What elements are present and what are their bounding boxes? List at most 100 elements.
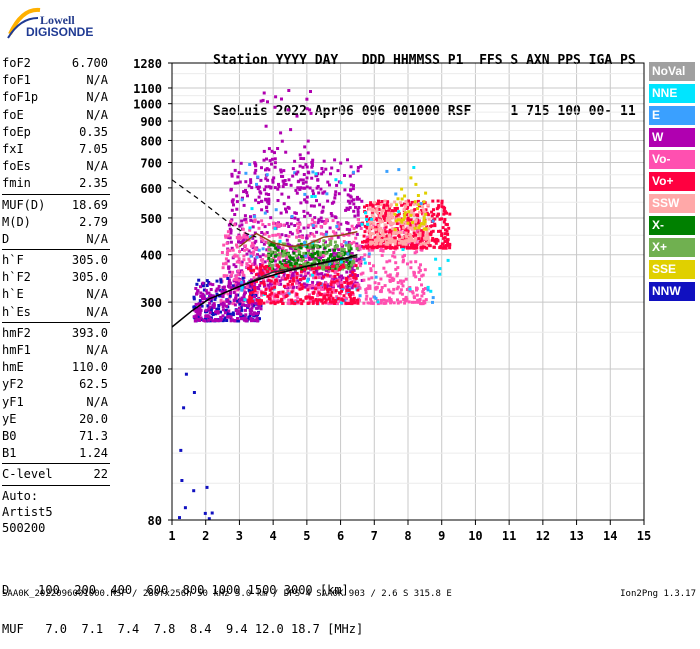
echo-point bbox=[371, 207, 375, 211]
echo-point bbox=[229, 286, 233, 289]
echo-point bbox=[269, 299, 273, 303]
echo-point bbox=[278, 239, 282, 243]
echo-point bbox=[330, 300, 334, 304]
echo-point bbox=[331, 297, 335, 301]
echo-point bbox=[264, 287, 268, 291]
echo-point bbox=[274, 278, 278, 282]
param-value: N/A bbox=[86, 287, 108, 302]
echo-point bbox=[264, 177, 268, 181]
echo-point bbox=[346, 252, 350, 256]
echo-point bbox=[251, 290, 255, 294]
echo-point bbox=[260, 208, 264, 212]
echo-point bbox=[300, 244, 304, 248]
echo-point bbox=[233, 283, 237, 287]
echo-point bbox=[307, 171, 311, 175]
echo-point bbox=[423, 268, 427, 272]
echo-point bbox=[234, 309, 238, 312]
echo-point bbox=[417, 226, 421, 230]
echo-point bbox=[302, 276, 306, 280]
echo-point bbox=[350, 302, 354, 306]
echo-point bbox=[420, 209, 423, 213]
echo-point bbox=[372, 246, 376, 250]
echo-point bbox=[407, 213, 411, 217]
echo-point bbox=[382, 298, 386, 302]
echo-point bbox=[227, 278, 231, 282]
echo-point bbox=[365, 226, 369, 230]
y-tick-label: 80 bbox=[148, 514, 162, 528]
autoscale-text: Artist5 bbox=[2, 504, 53, 519]
param-row: B0 71.3 bbox=[2, 428, 110, 445]
echo-point bbox=[298, 229, 302, 233]
echo-point bbox=[283, 179, 287, 182]
echo-point bbox=[375, 225, 379, 229]
echo-point bbox=[299, 157, 303, 160]
echo-point bbox=[425, 231, 429, 235]
echo-point bbox=[195, 282, 199, 286]
software-version: Ion2Png 1.3.17 bbox=[620, 589, 696, 599]
echo-point bbox=[357, 298, 361, 302]
echo-point bbox=[412, 231, 416, 235]
echo-point bbox=[217, 307, 221, 311]
echo-point bbox=[311, 249, 315, 253]
echo-point bbox=[420, 246, 424, 250]
echo-point bbox=[347, 281, 351, 285]
echo-point bbox=[367, 239, 370, 243]
echo-point bbox=[388, 290, 392, 294]
y-tick-label: 400 bbox=[140, 249, 162, 263]
echo-point bbox=[422, 209, 426, 213]
echo-point bbox=[316, 300, 320, 303]
echo-point bbox=[212, 302, 216, 306]
echo-point bbox=[244, 308, 247, 312]
echo-point bbox=[295, 246, 299, 250]
echo-point bbox=[220, 251, 224, 254]
echo-point bbox=[261, 238, 265, 242]
echo-point bbox=[284, 234, 288, 238]
param-name: yE bbox=[2, 411, 17, 426]
echo-point bbox=[273, 268, 277, 272]
echo-point bbox=[232, 263, 236, 267]
echo-point bbox=[270, 243, 274, 247]
echo-point bbox=[221, 294, 225, 298]
param-value: N/A bbox=[86, 394, 108, 409]
echo-point bbox=[341, 267, 345, 271]
echo-point bbox=[366, 222, 370, 226]
echo-point bbox=[448, 212, 452, 216]
echo-point bbox=[340, 283, 344, 287]
echo-point bbox=[214, 310, 217, 314]
echo-point bbox=[413, 300, 417, 304]
echo-point bbox=[415, 288, 418, 292]
echo-point bbox=[406, 246, 410, 250]
echo-point bbox=[262, 91, 266, 95]
echo-point bbox=[279, 170, 283, 174]
echo-point bbox=[289, 183, 293, 187]
echo-point bbox=[259, 265, 262, 269]
echo-point bbox=[404, 200, 408, 204]
echo-point bbox=[265, 167, 269, 171]
echo-point bbox=[357, 283, 361, 287]
echo-point bbox=[405, 213, 408, 216]
echo-point bbox=[414, 218, 418, 222]
echo-point bbox=[318, 263, 321, 267]
echo-point bbox=[350, 284, 354, 288]
echo-point bbox=[245, 191, 249, 195]
echo-point bbox=[239, 241, 243, 245]
echo-point bbox=[342, 248, 346, 251]
echo-point bbox=[268, 262, 272, 266]
echo-point bbox=[399, 279, 402, 283]
echo-point bbox=[377, 282, 381, 286]
echo-point bbox=[313, 194, 317, 198]
echo-point bbox=[278, 222, 282, 226]
echo-point bbox=[312, 234, 316, 238]
echo-point bbox=[363, 230, 367, 234]
echo-point bbox=[322, 239, 326, 243]
echo-point bbox=[333, 231, 337, 235]
echo-point bbox=[425, 234, 429, 237]
param-name: foF2 bbox=[2, 56, 31, 70]
echo-point bbox=[251, 253, 255, 256]
echo-point bbox=[244, 313, 248, 317]
echo-point bbox=[402, 220, 405, 224]
echo-point bbox=[330, 214, 334, 218]
param-row: fxI 7.05 bbox=[2, 141, 110, 158]
echo-point bbox=[244, 244, 247, 248]
echo-point bbox=[310, 176, 314, 180]
